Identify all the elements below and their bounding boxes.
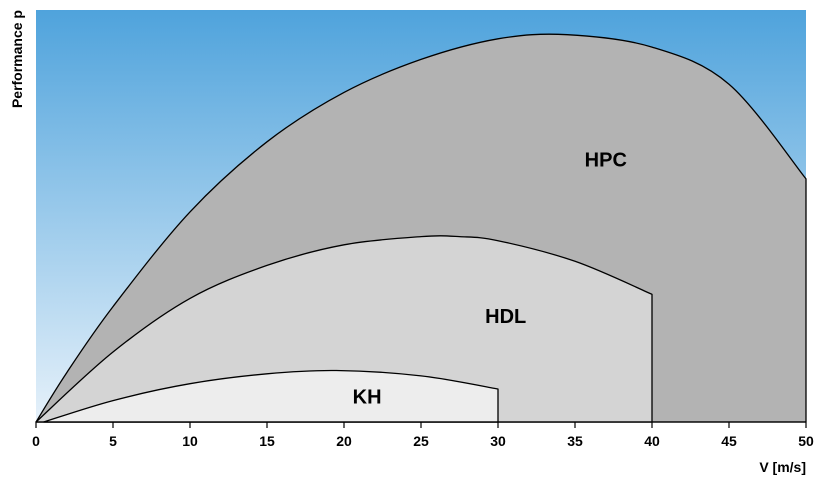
region-label-hpc: HPC: [585, 150, 627, 172]
region-label-hdl: HDL: [485, 306, 526, 328]
x-tick-label-50: 50: [798, 433, 814, 449]
y-axis-label: Performance p: [9, 10, 25, 108]
x-tick-label-15: 15: [259, 433, 275, 449]
region-label-kh: KH: [353, 386, 382, 408]
x-tick-label-25: 25: [413, 433, 429, 449]
x-tick-label-35: 35: [567, 433, 583, 449]
x-tick-label-40: 40: [644, 433, 660, 449]
x-axis-label: V [m/s]: [759, 459, 806, 475]
x-tick-label-10: 10: [182, 433, 198, 449]
area-kh: [43, 369, 499, 423]
x-tick-label-5: 5: [109, 433, 117, 449]
region-labels: HPC HDL KH: [353, 150, 627, 409]
area-hdl: [35, 235, 653, 423]
x-tick-group: 0 5 10 15 20 25 30 35 40 45 50: [32, 422, 814, 449]
x-tick-label-20: 20: [336, 433, 352, 449]
areas-group: [35, 33, 807, 423]
x-tick-label-45: 45: [721, 433, 737, 449]
x-tick-label-0: 0: [32, 433, 40, 449]
x-tick-label-30: 30: [490, 433, 506, 449]
